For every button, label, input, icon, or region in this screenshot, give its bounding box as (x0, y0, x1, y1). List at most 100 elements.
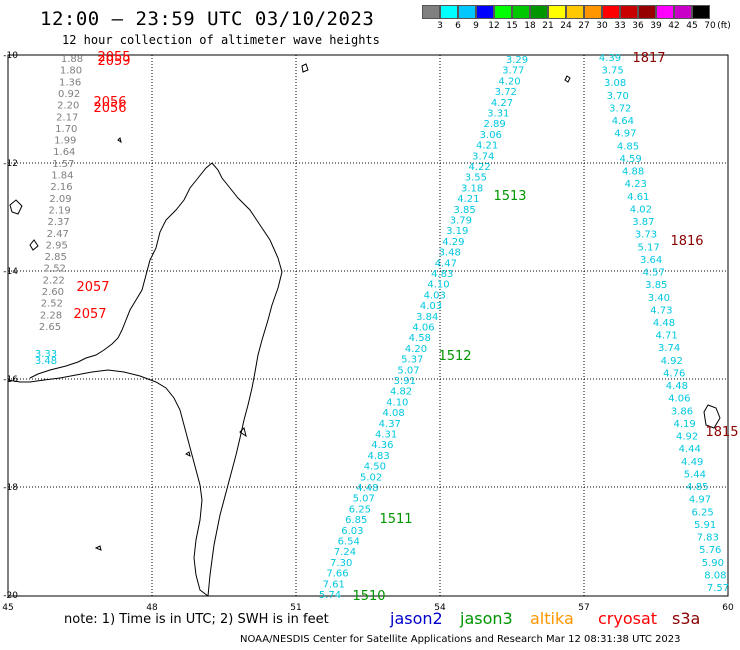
wave-height-middle: 4.29 (442, 237, 464, 248)
wave-height-east: 3.74 (658, 343, 680, 354)
madagascar-coastline (7, 162, 283, 597)
wave-height-west: 2.47 (47, 229, 69, 240)
wave-height-west: 1.64 (53, 147, 75, 158)
wave-height-middle: 4.10 (427, 280, 449, 291)
wave-height-middle: 5.07 (353, 494, 375, 505)
wave-height-middle: 7.66 (326, 569, 348, 580)
wave-height-east: 4.92 (661, 356, 683, 367)
wave-height-west: 2.19 (48, 206, 70, 217)
wave-height-west: 2.20 (57, 101, 79, 112)
time-label-west: 2055 (97, 50, 130, 65)
wave-height-middle: 5.37 (401, 355, 423, 366)
wave-height-middle: 4.58 (409, 333, 431, 344)
wave-height-east: 4.97 (614, 129, 636, 140)
colorbar-swatch (602, 5, 620, 19)
wave-height-middle: 7.24 (334, 547, 356, 558)
colorbar-tick-label: 18 (524, 21, 536, 31)
lat-tick-label: -16 (3, 375, 18, 385)
lon-tick-label: 51 (290, 603, 301, 613)
lon-tick-label: 48 (146, 603, 158, 613)
wave-height-west: 2.09 (49, 194, 71, 205)
satellite-jason2: jason2 (390, 609, 443, 628)
colorbar-tick-label: 30 (596, 21, 608, 31)
wave-height-east: 4.39 (599, 53, 621, 64)
wave-height-east: 3.87 (632, 217, 654, 228)
wave-height-east: 5.91 (694, 520, 716, 531)
wave-height-east: 4.73 (650, 305, 672, 316)
wave-height-middle: 3.48 (439, 248, 461, 259)
colorbar-tick-label: 27 (578, 21, 590, 31)
wave-height-east: 4.71 (655, 331, 677, 342)
wave-height-east: 3.72 (609, 104, 631, 115)
wave-height-middle: 5.74 (319, 590, 341, 601)
lon-tick-label: 60 (722, 603, 734, 613)
colorbar-swatch (620, 5, 638, 19)
wave-height-middle: 4.36 (371, 440, 393, 451)
wave-height-middle: 4.20 (498, 76, 520, 87)
colorbar-tick-label: 39 (650, 21, 662, 31)
wave-height-west: 1.99 (54, 136, 76, 147)
colorbar-swatch (692, 5, 710, 19)
lat-tick-label: -10 (3, 51, 18, 61)
colorbar-tick-label: 9 (473, 21, 479, 31)
wave-height-west: 2.37 (47, 217, 69, 228)
wave-height-west: 1.84 (51, 171, 73, 182)
lat-tick-label: -12 (3, 159, 18, 169)
wave-height-middle: 3.91 (394, 376, 416, 387)
wave-height-middle: 4.83 (367, 451, 389, 462)
time-label-east: 1816 (670, 234, 703, 249)
time-label-east: 1817 (632, 51, 665, 66)
wave-height-east: 4.19 (673, 419, 695, 430)
time-label-west: 2059 (97, 54, 130, 69)
satellite-altika: altika (530, 609, 574, 628)
time-label-middle: 1510 (352, 589, 385, 604)
colorbar-tick-label: 42 (668, 21, 680, 31)
wave-height-east: 4.57 (643, 268, 665, 279)
colorbar-swatch (584, 5, 602, 19)
lat-tick-label: -14 (3, 267, 18, 277)
colorbar-swatch (422, 5, 440, 19)
wave-height-east: 3.08 (604, 78, 626, 89)
wave-height-west: 2.65 (39, 322, 61, 333)
wave-height-east: 5.44 (684, 469, 706, 480)
wave-height-middle: 4.03 (420, 301, 442, 312)
axis-labels: 45 48 51 54 57 60 -10 -12 -14 -16 -18 -20 (2, 51, 734, 613)
wave-height-east: 3.85 (645, 280, 667, 291)
note-text: note: 1) Time is in UTC; 2) SWH is in fe… (64, 612, 329, 627)
colorbar-tick-label: 33 (614, 21, 626, 31)
wave-height-middle: 3.55 (465, 173, 487, 184)
colorbar-swatch (440, 5, 458, 19)
lat-tick-label: -18 (3, 483, 18, 493)
wave-height-east: 4.06 (668, 394, 690, 405)
reunion-mauritius (703, 404, 721, 429)
wave-height-west: 2.52 (44, 264, 66, 275)
wave-height-west: 0.92 (58, 89, 80, 100)
colorbar (422, 5, 710, 19)
wave-height-middle: 4.20 (405, 344, 427, 355)
wave-height-west: 1.70 (55, 124, 77, 135)
time-label-middle: 1511 (379, 512, 412, 527)
colorbar-tick-label: 45 (686, 21, 698, 31)
wave-height-east: 4.64 (612, 116, 634, 127)
wave-height-middle: 6.03 (341, 526, 363, 537)
colorbar-tick-label: 24 (560, 21, 572, 31)
wave-height-middle: 4.21 (476, 141, 498, 152)
data-points: 1.881.801.360.922.202.171.701.991.641.57… (35, 50, 739, 604)
wave-height-middle: 4.22 (468, 162, 490, 173)
colorbar-swatch (566, 5, 584, 19)
lat-tick-label: -20 (3, 591, 18, 601)
wave-height-east: 5.76 (699, 545, 721, 556)
time-label-middle: 1513 (493, 189, 526, 204)
wave-height-east: 3.64 (640, 255, 662, 266)
wave-height-east: 4.44 (679, 444, 701, 455)
credit-line: NOAA/NESDIS Center for Satellite Applica… (240, 634, 681, 645)
wave-height-west: 2.85 (45, 252, 67, 263)
wave-height-east: 4.97 (689, 495, 711, 506)
colorbar-tick-label: 6 (455, 21, 461, 31)
wave-height-east: 4.02 (630, 204, 652, 215)
satellite-s3a: s3a (672, 609, 701, 628)
wave-height-east: 4.88 (622, 167, 644, 178)
wave-height-west: 2.28 (40, 310, 62, 321)
colorbar-tick-label: 36 (632, 21, 644, 31)
